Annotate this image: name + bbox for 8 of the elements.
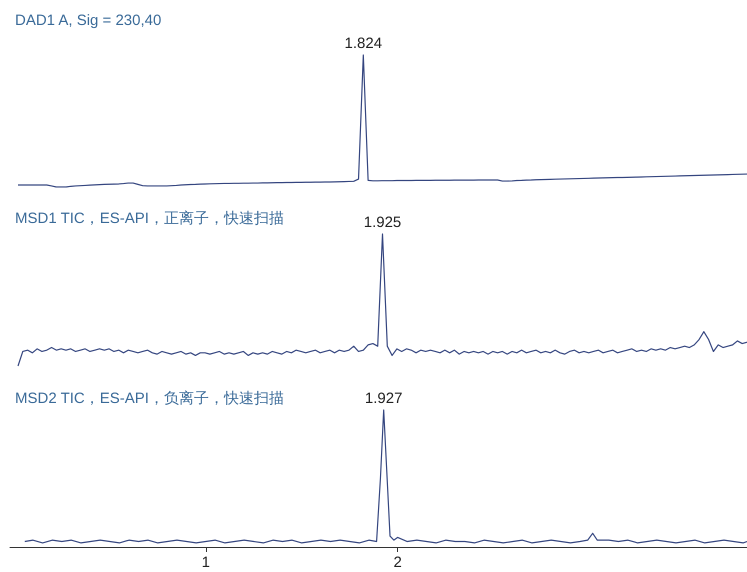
text: 1.925 <box>364 214 402 231</box>
x-tick-label: 1 <box>202 554 210 571</box>
chart-title: MSD1 TIC，ES-API，正离子，快速扫描 <box>15 210 284 227</box>
text: 1.824 <box>344 35 382 52</box>
chart-title: DAD1 A, Sig = 230,40 <box>15 12 162 29</box>
annotation: 1.927 <box>364 390 402 407</box>
chart-title: MSD2 TIC，ES-API，负离子，快速扫描 <box>15 390 284 407</box>
x-tick-label: 2 <box>394 554 402 571</box>
